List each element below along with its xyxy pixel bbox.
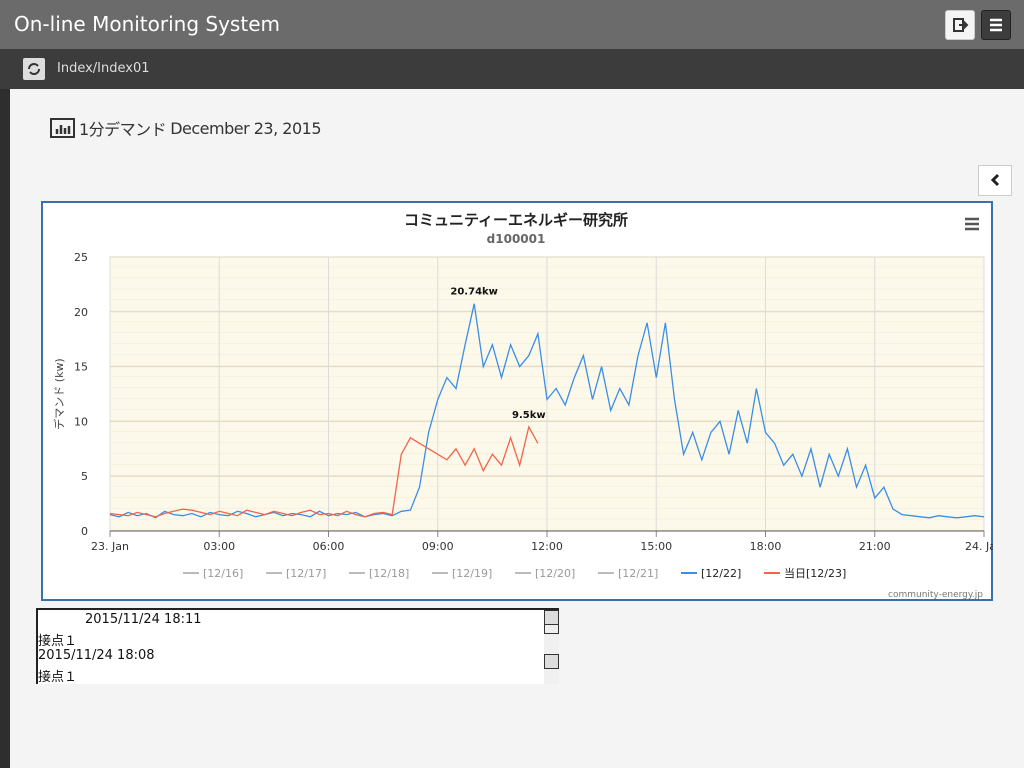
- app-title: On-line Monitoring System: [14, 12, 280, 36]
- series-line: [109, 425, 539, 518]
- refresh-icon: [28, 63, 40, 75]
- logout-button[interactable]: [945, 10, 975, 40]
- legend-item[interactable]: [12/20]: [535, 567, 575, 580]
- series-line: [109, 303, 985, 519]
- log-line: 2015/11/24 18:11: [85, 612, 202, 627]
- scrollbar[interactable]: [544, 610, 559, 684]
- log-line: 2015/11/24 18:08: [38, 648, 155, 663]
- x-tick-label: 24. Jan: [965, 540, 993, 553]
- credit: community-energy.jp: [888, 590, 983, 600]
- menu-button[interactable]: [981, 10, 1011, 40]
- y-axis-label: デマンド (kw): [52, 358, 66, 429]
- chart-title: コミュニティーエネルギー研究所: [404, 211, 628, 229]
- logout-icon: [953, 18, 969, 32]
- y-tick-label: 25: [74, 251, 88, 264]
- x-tick-label: 18:00: [750, 540, 782, 553]
- collapse-icon: [990, 173, 1000, 187]
- legend-item[interactable]: [12/16]: [203, 567, 243, 580]
- legend-item[interactable]: [12/22]: [701, 567, 741, 580]
- sidebar: [0, 89, 10, 768]
- collapse-button[interactable]: [978, 165, 1012, 196]
- data-label: 20.74kw: [450, 287, 498, 298]
- chart-subtitle: d100001: [487, 232, 546, 246]
- x-tick-label: 12:00: [531, 540, 563, 553]
- page-heading: 1分デマンド December 23, 2015: [50, 116, 321, 140]
- x-tick-label: 23. Jan: [91, 540, 129, 553]
- x-tick-label: 03:00: [203, 540, 235, 553]
- legend-item[interactable]: [12/17]: [286, 567, 326, 580]
- scroll-down[interactable]: [544, 654, 559, 669]
- header: On-line Monitoring System: [0, 0, 1024, 49]
- log-line: 接点１: [38, 670, 78, 685]
- refresh-button[interactable]: [23, 58, 45, 80]
- log-box: 2015/11/24 18:11 接点１ 2015/11/24 18:08 接点１: [36, 608, 559, 685]
- y-tick-label: 10: [74, 415, 88, 428]
- legend-item[interactable]: [12/21]: [618, 567, 658, 580]
- x-tick-label: 06:00: [313, 540, 345, 553]
- legend-item[interactable]: 当日[12/23]: [784, 566, 846, 580]
- x-tick-label: 15:00: [640, 540, 672, 553]
- chart-icon: [50, 118, 75, 138]
- y-tick-label: 5: [81, 470, 88, 483]
- scroll-up[interactable]: [544, 610, 559, 625]
- log-line: 接点１: [38, 634, 78, 649]
- legend-item[interactable]: [12/18]: [369, 567, 409, 580]
- x-tick-label: 09:00: [422, 540, 454, 553]
- legend-item[interactable]: [12/19]: [452, 567, 492, 580]
- menu-icon: [990, 18, 1002, 32]
- y-tick-label: 0: [81, 525, 88, 538]
- chart-menu[interactable]: [965, 217, 979, 231]
- heading-label: 1分デマンド: [79, 120, 167, 139]
- data-label: 9.5kw: [512, 410, 546, 421]
- y-tick-label: 15: [74, 361, 88, 374]
- breadcrumb-bar: Index/Index01: [0, 49, 1024, 89]
- x-tick-label: 21:00: [859, 540, 891, 553]
- y-tick-label: 20: [74, 306, 88, 319]
- heading-date: December 23, 2015: [170, 118, 321, 138]
- breadcrumb: Index/Index01: [57, 61, 150, 76]
- scroll-thumb[interactable]: [544, 624, 559, 634]
- chart: コミュニティーエネルギー研究所 d100001 デマンド (kw) commun…: [41, 201, 993, 601]
